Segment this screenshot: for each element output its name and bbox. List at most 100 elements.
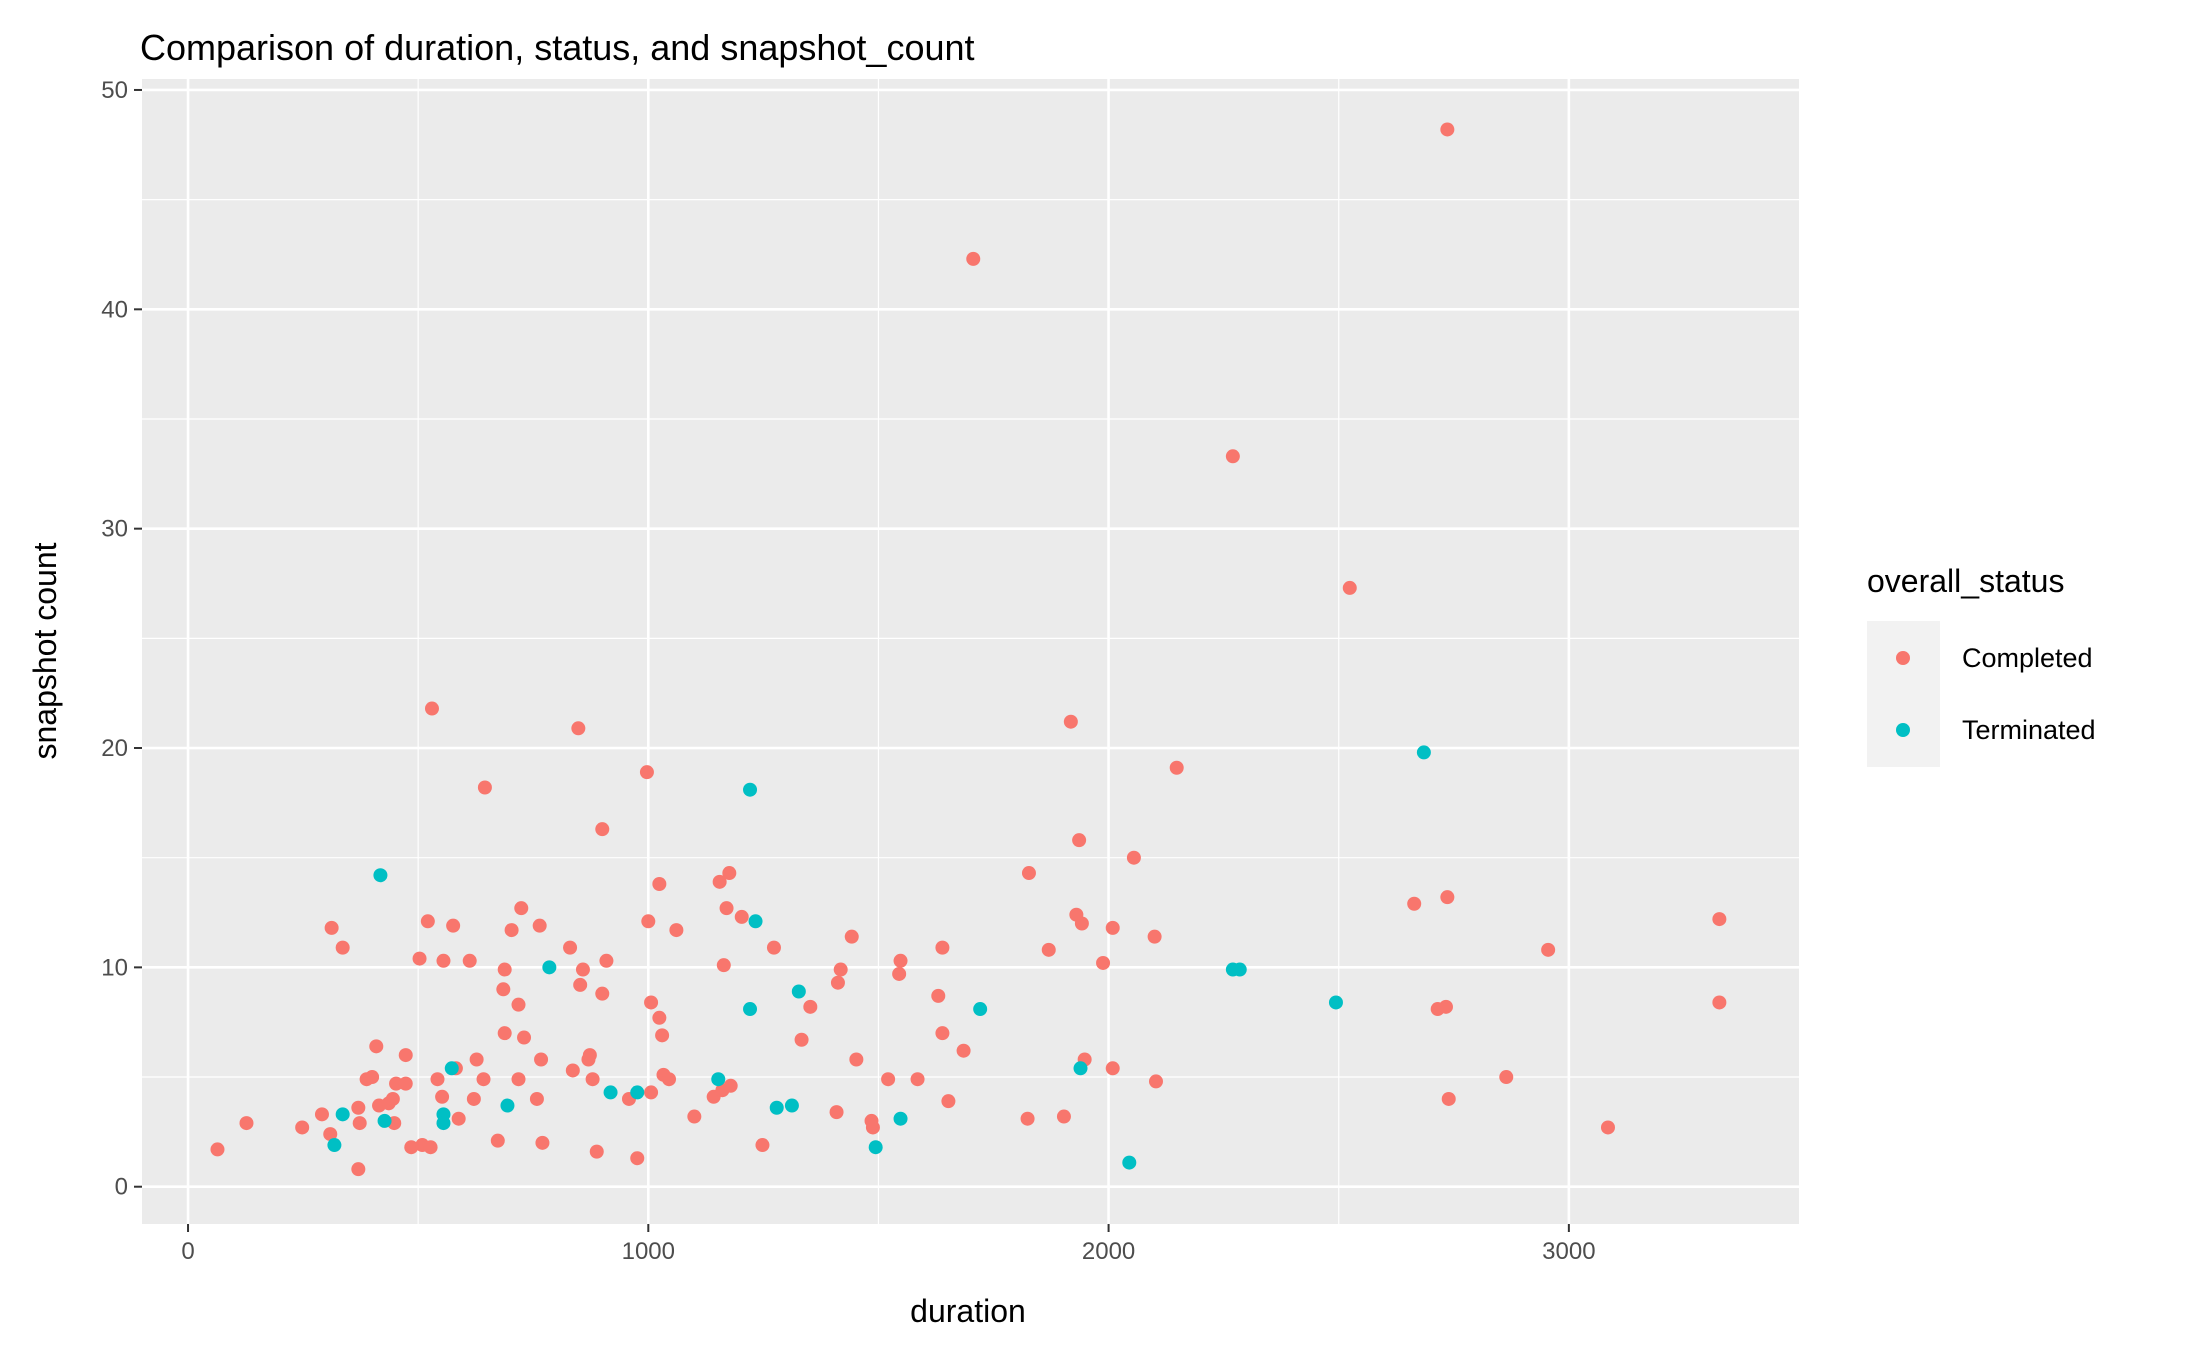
legend: overall_status Completed Terminated <box>1867 563 2096 767</box>
data-point-completed <box>446 918 461 933</box>
data-point-terminated <box>743 1002 758 1017</box>
y-tick-label: 40 <box>101 296 128 323</box>
data-point-completed <box>644 1085 659 1100</box>
data-point-completed <box>585 1072 600 1087</box>
y-axis-label: snapshot count <box>27 542 63 759</box>
data-point-completed <box>504 923 519 938</box>
data-point-completed <box>644 995 659 1010</box>
data-point-completed <box>655 1028 670 1043</box>
data-point-completed <box>722 866 737 881</box>
data-point-completed <box>589 1144 604 1159</box>
data-point-completed <box>404 1140 419 1155</box>
data-point-completed <box>477 780 492 795</box>
legend-key-completed <box>1896 651 1910 665</box>
data-point-completed <box>529 1091 544 1106</box>
data-point-terminated <box>784 1098 799 1113</box>
legend-label-terminated: Terminated <box>1962 715 2096 745</box>
data-point-completed <box>323 1127 338 1142</box>
data-point-completed <box>324 920 339 935</box>
data-point-completed <box>719 901 734 916</box>
data-point-terminated <box>893 1111 908 1126</box>
legend-key-bg <box>1867 621 1940 767</box>
data-point-completed <box>1021 866 1036 881</box>
data-points <box>210 122 1727 1177</box>
data-point-completed <box>935 1026 950 1041</box>
data-point-completed <box>1148 1074 1163 1089</box>
data-point-completed <box>669 923 684 938</box>
data-point-completed <box>1041 942 1056 957</box>
data-point-completed <box>511 997 526 1012</box>
data-point-completed <box>389 1076 404 1091</box>
data-point-terminated <box>711 1072 726 1087</box>
data-point-completed <box>794 1032 809 1047</box>
data-point-completed <box>563 940 578 955</box>
data-point-completed <box>662 1072 677 1087</box>
legend-key-terminated <box>1896 723 1910 737</box>
data-point-completed <box>497 1026 512 1041</box>
data-point-terminated <box>1416 745 1431 760</box>
data-point-completed <box>451 1111 466 1126</box>
axes: 0 1000 2000 3000 0 10 20 30 40 50 <box>101 77 1595 1265</box>
data-point-terminated <box>791 984 806 999</box>
data-point-completed <box>1147 929 1162 944</box>
data-point-completed <box>910 1072 925 1087</box>
data-point-completed <box>352 1116 367 1131</box>
data-point-completed <box>490 1133 505 1148</box>
data-point-terminated <box>603 1085 618 1100</box>
data-point-completed <box>1600 1120 1615 1135</box>
data-point-completed <box>398 1048 413 1063</box>
data-point-completed <box>829 1105 844 1120</box>
data-point-completed <box>1074 916 1089 931</box>
data-point-completed <box>1541 942 1556 957</box>
data-point-completed <box>881 1072 896 1087</box>
data-point-terminated <box>973 1002 988 1017</box>
data-point-completed <box>476 1072 491 1087</box>
data-point-completed <box>630 1151 645 1166</box>
data-point-completed <box>966 251 981 266</box>
data-point-completed <box>1342 580 1357 595</box>
data-point-terminated <box>373 868 388 883</box>
data-point-completed <box>514 901 529 916</box>
data-point-completed <box>844 929 859 944</box>
data-point-completed <box>1056 1109 1071 1124</box>
x-tick-label: 2000 <box>1082 1238 1135 1265</box>
data-point-terminated <box>1328 995 1343 1010</box>
data-point-completed <box>755 1138 770 1153</box>
data-point-completed <box>571 721 586 736</box>
data-point-completed <box>892 966 907 981</box>
data-point-terminated <box>327 1138 342 1153</box>
data-point-completed <box>314 1107 329 1122</box>
data-point-completed <box>532 918 547 933</box>
data-point-completed <box>639 765 654 780</box>
data-point-completed <box>535 1135 550 1150</box>
data-point-completed <box>210 1142 225 1157</box>
data-point-completed <box>496 982 511 997</box>
data-point-completed <box>424 701 439 716</box>
data-point-terminated <box>1073 1061 1088 1076</box>
y-tick-label: 50 <box>101 77 128 104</box>
data-point-completed <box>1126 850 1141 865</box>
data-point-completed <box>1105 920 1120 935</box>
data-point-completed <box>716 958 731 973</box>
data-point-completed <box>723 1078 738 1093</box>
x-tick-label: 0 <box>181 1238 194 1265</box>
data-point-completed <box>687 1109 702 1124</box>
data-point-completed <box>652 1010 667 1025</box>
data-point-completed <box>1712 995 1727 1010</box>
data-point-completed <box>430 1072 445 1087</box>
plot-panel <box>142 79 1799 1224</box>
data-point-terminated <box>868 1140 883 1155</box>
data-point-completed <box>803 999 818 1014</box>
data-point-completed <box>1499 1070 1514 1085</box>
data-point-completed <box>365 1070 380 1085</box>
data-point-completed <box>599 953 614 968</box>
data-point-completed <box>830 975 845 990</box>
data-point-completed <box>595 822 610 837</box>
data-point-terminated <box>542 960 557 975</box>
data-point-terminated <box>630 1085 645 1100</box>
data-point-completed <box>865 1120 880 1135</box>
data-point-completed <box>1020 1111 1035 1126</box>
data-point-terminated <box>1232 962 1247 977</box>
data-point-completed <box>497 962 512 977</box>
